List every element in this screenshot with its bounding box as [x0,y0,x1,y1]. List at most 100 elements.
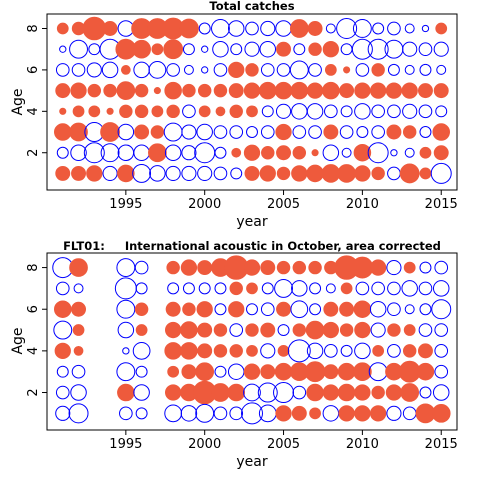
bubble-point [198,105,211,118]
bubble-point [56,22,69,35]
bubble-point [369,300,387,318]
bubble-point [435,22,448,35]
bubble-point [261,282,274,295]
bubble-point [418,42,433,57]
x-tick-label: 2000 [188,437,221,452]
bubble-point [323,124,339,140]
bubble-point [321,164,341,183]
bubble-point [134,124,150,140]
y-axis-label: Age [10,88,26,115]
bubble-point [214,303,227,316]
bubble-point [117,123,135,141]
bubble-point [435,105,448,118]
bubble-point [245,21,259,36]
bubble-point [246,126,258,139]
bubble-point [418,323,433,337]
bubble-point [290,300,309,319]
bubble-point [213,323,228,337]
bubble-point [55,63,70,77]
x-axis-label: year [236,454,267,470]
bubble-point [165,165,181,182]
bubble-point [245,63,259,77]
bubble-point [201,66,209,74]
bubble-point [229,323,244,337]
bubble-point [340,105,353,118]
bubble-point [230,43,243,56]
chart-title: Total catches [209,0,294,13]
bubble-point [387,302,401,317]
bubble-point [198,282,211,295]
bubble-point [276,260,291,275]
bubble-point [322,41,339,58]
bubble-point [102,165,118,182]
bubble-point [180,405,198,422]
bubble-point [323,364,339,380]
bubble-point [230,167,243,180]
bubble-point [387,63,400,76]
bubble-point [306,383,324,402]
bubble-point [339,125,354,139]
bubble-point [402,103,418,119]
bubble-point [100,143,120,163]
bubble-point [370,405,387,422]
bubble-point [306,82,324,99]
bubble-point [419,146,432,159]
bubble-point [354,405,371,422]
bubble-point [134,302,149,316]
y-tick-label: 8 [26,263,41,271]
bubble-point [72,105,85,118]
bubble-point [289,60,309,80]
y-tick-label: 4 [26,347,41,355]
bubble-point [430,162,452,184]
bubble-point [211,19,230,38]
bubble-point [387,344,401,358]
bubble-point [371,125,385,139]
y-tick-label: 2 [26,149,41,157]
bubble-point [433,145,449,161]
bubble-point [181,364,197,380]
bubble-point [195,362,215,382]
bubble-point [322,144,340,161]
bubble-point [106,107,114,115]
bubble-point [70,82,87,99]
bubble-point [351,256,374,279]
x-tick-label: 2015 [425,437,458,452]
bubble-point [69,122,88,142]
bubble-point [260,364,276,380]
bubble-marks [52,255,452,425]
bubble-point [153,87,161,95]
bubble-point [229,281,243,296]
y-tick-label: 6 [26,305,41,313]
bubble-point [231,147,242,158]
bubble-point [293,43,306,56]
panel-flt01-acoustic: FLT01: International acoustic in October… [10,239,458,470]
bubble-point [134,104,149,119]
bubble-point [227,363,245,380]
bubble-point [340,344,353,357]
bubble-point [434,344,449,358]
bubble-point [182,83,196,98]
bubble-point [322,405,340,422]
bubble-point [325,283,336,294]
bubble-point [259,165,276,182]
bubble-point [417,343,433,359]
bubble-point [291,280,308,297]
bubble-point [182,302,196,316]
bubble-point [404,64,415,75]
bubble-point [117,321,135,339]
bubble-point [197,83,212,98]
bubble-point [340,43,353,56]
bubble-point [167,365,180,378]
bubble-point [167,282,180,295]
bubble-point [308,42,322,56]
bubble-point [59,107,67,115]
bubble-point [386,124,402,140]
bubble-point [68,403,89,424]
bubble-point [71,301,87,317]
bubble-point [246,105,258,118]
bubble-point [243,82,261,99]
bubble-point [433,83,449,99]
bubble-point [116,299,136,319]
bubble-point [135,407,148,420]
bubble-point [260,302,275,317]
